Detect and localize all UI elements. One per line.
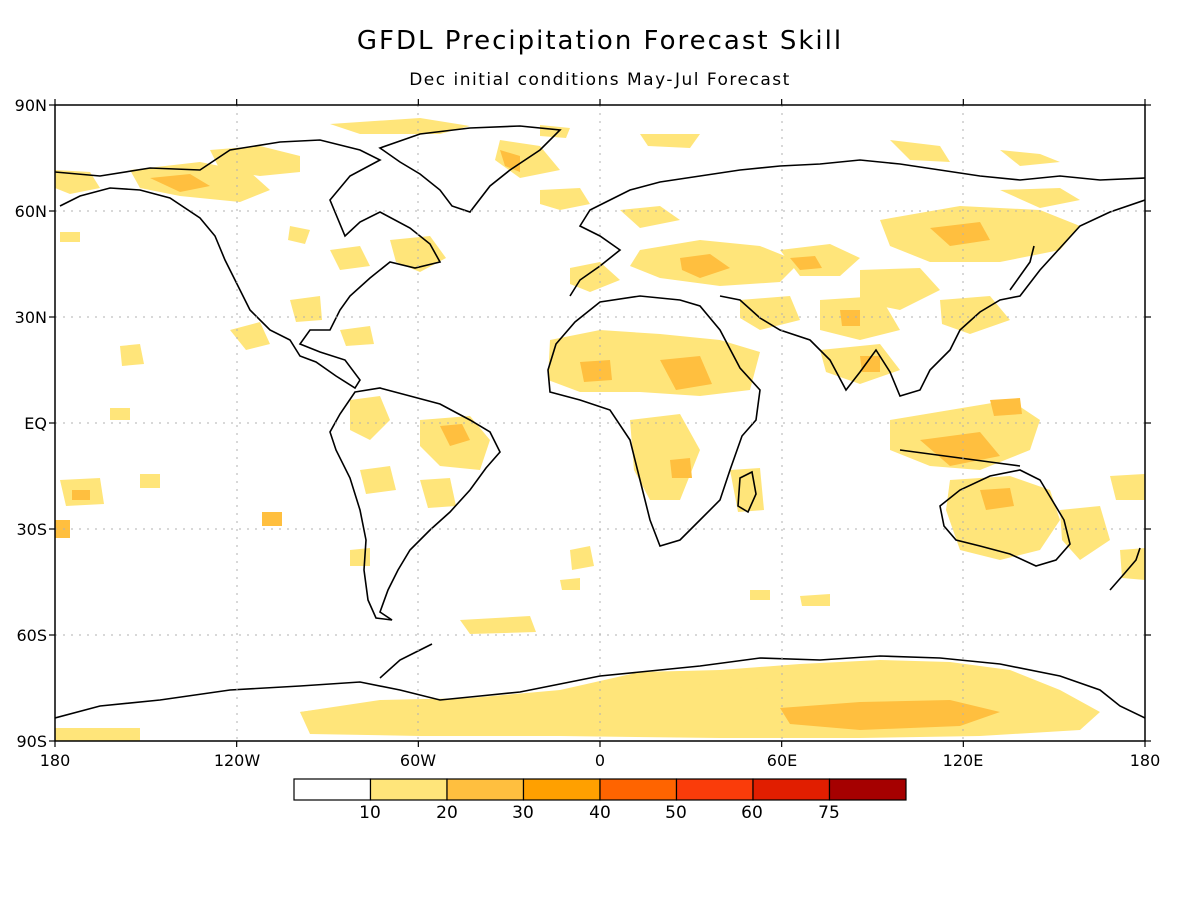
- lat-label: EQ: [24, 414, 47, 433]
- coast-antarctica: [55, 655, 1145, 719]
- lat-label: 60N: [15, 202, 47, 221]
- graticule: [55, 105, 1145, 741]
- lon-label: 120W: [214, 751, 261, 770]
- lon-label: 180: [1130, 751, 1161, 770]
- coast-asia-east: [719, 199, 1145, 397]
- coast-indonesia: [899, 449, 1021, 467]
- colorbar-swatch: [828, 778, 907, 801]
- axis-ticks: [49, 99, 1151, 747]
- colorbar-swatch: [522, 778, 601, 801]
- colorbar-label: 10: [359, 803, 381, 823]
- colorbar-label: 40: [589, 803, 611, 823]
- colorbar-swatch: [293, 778, 372, 801]
- latitude-axis: 90N 60N 30N EQ 30S 60S 90S: [15, 96, 47, 751]
- lon-label: 0: [595, 751, 605, 770]
- colorbar-swatch: [675, 778, 754, 801]
- lat-label: 90S: [16, 732, 47, 751]
- map-title: GFDL Precipitation Forecast Skill: [356, 26, 844, 56]
- colorbar-label: 30: [512, 803, 534, 823]
- lon-label: 120E: [943, 751, 984, 770]
- lat-label: 30S: [16, 520, 47, 539]
- skill-region-north-america: [110, 236, 446, 420]
- coast-north-america: [55, 139, 442, 390]
- skill-region-south-america: [350, 396, 536, 634]
- coast-africa-eurasia: [547, 295, 761, 547]
- colorbar-label: 75: [818, 803, 840, 823]
- colorbar-swatch: [446, 778, 525, 801]
- map-subtitle: Dec initial conditions May-Jul Forecast: [409, 70, 791, 90]
- lat-label: 60S: [16, 626, 47, 645]
- coast-new-zealand: [1109, 547, 1141, 591]
- colorbar-swatch: [752, 778, 831, 801]
- colorbar: 10 20 30 40 50 60 75: [293, 778, 907, 823]
- coast-madagascar: [737, 470, 757, 514]
- skill-region-antarctica: [55, 660, 1100, 741]
- coast-japan: [1009, 245, 1035, 291]
- skill-shading: [55, 118, 1145, 741]
- coast-south-america: [329, 387, 501, 621]
- coast-antarctic-peninsula: [379, 643, 433, 679]
- lon-label: 60E: [767, 751, 797, 770]
- lon-label: 60W: [400, 751, 436, 770]
- colorbar-label: 20: [436, 803, 458, 823]
- colorbar-label: 50: [665, 803, 687, 823]
- coastlines: [55, 125, 1145, 719]
- lat-label: 90N: [15, 96, 47, 115]
- longitude-axis: 180 120W 60W 0 60E 120E 180: [40, 751, 1161, 770]
- colorbar-swatch: [369, 778, 448, 801]
- coast-eurasia-north: [569, 159, 1145, 297]
- lat-label: 30N: [15, 308, 47, 327]
- skill-region-eurasia: [570, 188, 1080, 384]
- skill-region-oceans: [55, 474, 830, 606]
- lon-label: 180: [40, 751, 71, 770]
- colorbar-swatch: [599, 778, 678, 801]
- skill-region-maritime-continent: [890, 398, 1145, 580]
- colorbar-label: 60: [741, 803, 763, 823]
- coast-australia: [939, 469, 1071, 567]
- coast-greenland: [378, 125, 562, 213]
